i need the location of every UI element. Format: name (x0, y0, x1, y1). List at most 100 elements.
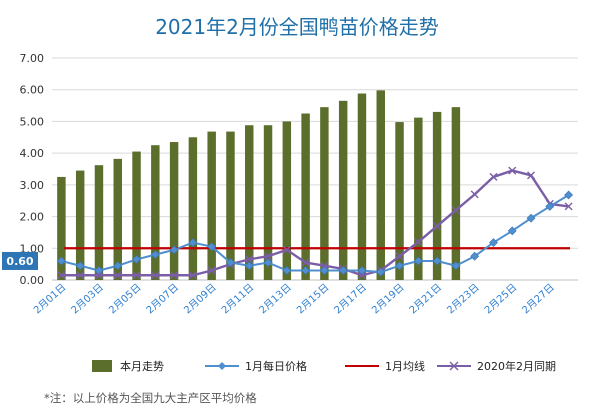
bar-series (57, 90, 461, 281)
prev-year-point (357, 271, 366, 280)
january-point (150, 250, 160, 260)
x-tick-label: 2月17日 (332, 281, 369, 316)
x-marker-stroke (57, 271, 66, 280)
y-axis-ticks: 0.001.002.003.004.005.006.007.00 (20, 52, 45, 287)
prev-year-point (489, 172, 498, 181)
prev-year-point (76, 271, 85, 280)
bar (376, 90, 385, 280)
january-point (188, 238, 198, 248)
bar (94, 165, 104, 280)
y-tick-label: 2.00 (20, 211, 45, 224)
x-marker-stroke (320, 261, 329, 270)
x-tick-label: 2月03日 (69, 281, 106, 316)
chart-note: *注：以上价格为全国九大主产区平均价格 (44, 391, 257, 405)
bar (207, 131, 216, 280)
prev-year-point (113, 271, 122, 280)
x-tick-label: 2月09日 (182, 281, 219, 316)
january-point (395, 261, 404, 271)
prev-year-point (132, 271, 141, 280)
x-tick-label: 2月13日 (257, 281, 294, 316)
january-point (451, 261, 461, 271)
legend-item: 1月均线 (345, 359, 425, 373)
bar (188, 137, 198, 280)
january-point (94, 266, 104, 275)
callout-box (2, 251, 38, 270)
y-tick-label: 4.00 (20, 147, 45, 160)
january-point (470, 251, 480, 261)
x-marker-stroke (132, 271, 141, 280)
prev-year-point (245, 255, 254, 264)
prev-year-point (207, 266, 216, 275)
january-point (338, 266, 348, 275)
x-axis-ticks: 2月01日 2月03日 2月05日 2月07日 2月09日 2月11日 2月13日 2月15日… (31, 281, 557, 316)
january-point (489, 238, 498, 248)
bar (226, 131, 235, 280)
bar (75, 170, 85, 280)
january-point (319, 266, 329, 275)
x-marker-stroke (151, 271, 160, 280)
prev-year-point (301, 258, 310, 267)
january-point (432, 256, 442, 266)
bar (320, 107, 329, 281)
x-tick-label: 2月07日 (144, 281, 181, 316)
prev-year-point (451, 206, 460, 215)
january-point (169, 245, 179, 255)
grid (52, 57, 578, 281)
x-marker-stroke (301, 258, 310, 267)
x-marker-stroke (76, 271, 85, 280)
bar (338, 100, 348, 280)
bar (282, 121, 292, 280)
chart-title: 2021年2月份全国鸭苗价格走势 (155, 15, 439, 39)
legend-item: 2020年2月同期 (437, 359, 556, 373)
legend-item: 本月走势 (92, 359, 164, 373)
prev-year-point (188, 271, 197, 280)
bar (57, 176, 66, 280)
x-tick-label: 2月21日 (407, 281, 444, 316)
x-tick-label: 2月15日 (294, 281, 331, 316)
prev-year-point (151, 271, 160, 280)
bar (132, 151, 141, 280)
x-marker-stroke (395, 252, 404, 261)
january-point (564, 190, 574, 200)
legend-marker (449, 361, 459, 371)
legend-label: 本月走势 (120, 359, 164, 373)
x-tick-label: 2月05日 (106, 281, 143, 316)
x-marker-stroke (282, 245, 291, 254)
january-point (244, 261, 254, 271)
january-point (282, 266, 292, 275)
january-point (301, 266, 311, 275)
x-marker-stroke (207, 266, 216, 275)
bar (357, 93, 367, 281)
bar (151, 145, 160, 280)
legend: 本月走势 1月每日价格 1月均线 2020年2月同期 (92, 359, 556, 373)
january-point (132, 254, 141, 264)
prev-year-line (61, 169, 569, 277)
bar (301, 113, 310, 280)
x-tick-label: 2月19日 (369, 281, 406, 316)
january-point (376, 267, 386, 277)
legend-label: 1月每日价格 (245, 359, 307, 373)
legend-marker (218, 362, 226, 370)
x-marker-stroke (188, 271, 197, 280)
prev-year-point (94, 271, 103, 280)
x-marker-stroke (94, 271, 103, 280)
x-tick-label: 2月23日 (445, 281, 482, 316)
january-point (545, 201, 555, 211)
bar (113, 158, 122, 280)
bar (169, 142, 179, 280)
prev-year-point (395, 252, 404, 261)
y-tick-label: 0.00 (20, 274, 45, 287)
january-point (357, 266, 367, 275)
x-marker-stroke (451, 206, 460, 215)
bar (432, 111, 442, 281)
prev-year-point (320, 261, 329, 270)
january-point (75, 261, 85, 271)
january-point (507, 226, 517, 236)
y-tick-label: 7.00 (20, 52, 45, 65)
january-point (226, 258, 235, 267)
legend-swatch (92, 360, 112, 372)
callout-label: 0.60 (6, 255, 33, 268)
x-marker-stroke (564, 202, 573, 211)
bar (245, 125, 254, 280)
prev-year-point (564, 202, 573, 211)
